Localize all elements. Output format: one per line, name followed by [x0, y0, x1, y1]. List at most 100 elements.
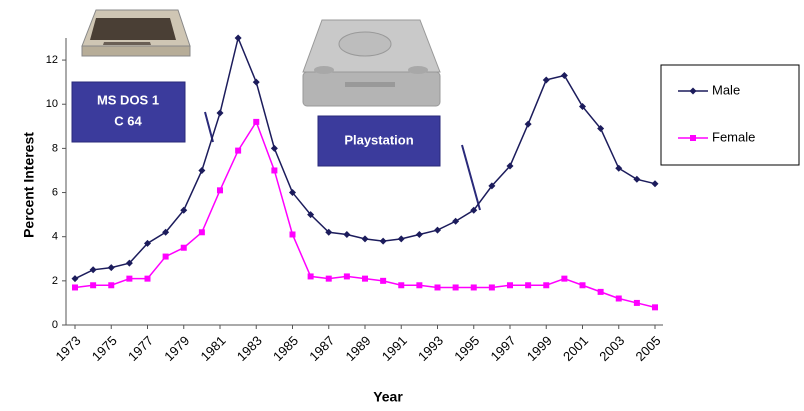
marker — [651, 180, 659, 188]
x-tick-label: 1987 — [306, 333, 337, 364]
x-tick-label: 1979 — [161, 333, 192, 364]
marker — [597, 288, 604, 295]
marker — [217, 187, 223, 194]
marker — [125, 259, 133, 267]
marker — [252, 78, 260, 86]
marker — [416, 282, 423, 289]
y-tick-label: 10 — [46, 98, 58, 110]
x-tick-label: 1999 — [524, 333, 555, 364]
x-tick-label: 1993 — [415, 333, 446, 364]
marker — [415, 230, 423, 238]
x-tick-label: 1995 — [451, 333, 482, 364]
marker — [90, 282, 97, 289]
marker — [362, 275, 368, 282]
y-tick-label: 4 — [52, 231, 58, 243]
marker — [488, 182, 496, 190]
marker — [397, 235, 405, 243]
marker — [597, 125, 605, 133]
marker — [89, 266, 97, 274]
x-tick-label: 1983 — [234, 333, 265, 364]
marker — [162, 253, 169, 260]
marker — [234, 34, 242, 42]
marker — [579, 102, 586, 110]
playstation-image — [302, 19, 441, 107]
y-tick-label: 0 — [52, 319, 58, 331]
x-tick-label: 1991 — [379, 333, 410, 364]
marker — [289, 231, 296, 238]
y-tick-label: 8 — [52, 142, 58, 154]
marker — [289, 189, 296, 197]
marker — [542, 76, 550, 84]
marker — [379, 237, 387, 245]
x-tick-label: 1977 — [125, 333, 156, 364]
annotation-text: MS DOS 1 — [97, 92, 159, 107]
marker — [144, 239, 151, 247]
c64-image — [81, 9, 191, 57]
marker — [560, 72, 568, 80]
marker — [307, 211, 315, 219]
marker — [507, 282, 513, 289]
marker — [633, 175, 641, 183]
marker — [343, 230, 351, 238]
marker — [144, 275, 151, 282]
marker — [452, 284, 459, 291]
marker — [180, 206, 188, 214]
x-tick-label: 1973 — [52, 333, 83, 364]
marker — [452, 217, 460, 225]
marker — [488, 284, 495, 291]
marker — [579, 282, 586, 289]
marker — [506, 162, 514, 170]
marker — [325, 275, 332, 282]
x-tick-label: 1989 — [342, 333, 373, 364]
marker — [162, 228, 170, 236]
legend-label: Male — [712, 82, 740, 97]
legend-label: Female — [712, 129, 755, 144]
marker — [615, 295, 622, 302]
marker — [380, 277, 387, 284]
x-tick-label: 2003 — [596, 333, 627, 364]
marker — [398, 282, 405, 289]
y-tick-label: 2 — [52, 275, 58, 287]
annotation-text: C 64 — [114, 113, 142, 128]
marker — [689, 87, 697, 95]
x-tick-label: 2001 — [560, 333, 591, 364]
annotation-text: Playstation — [344, 132, 413, 147]
x-tick-label: 2005 — [632, 333, 663, 364]
legend-box — [660, 64, 800, 166]
x-tick-label: 1997 — [487, 333, 518, 364]
marker — [524, 120, 532, 128]
marker — [633, 299, 640, 306]
marker — [72, 284, 78, 291]
marker — [71, 275, 79, 283]
marker — [470, 206, 478, 214]
x-tick-label: 1981 — [197, 333, 228, 364]
marker — [107, 264, 115, 272]
annotation-box — [71, 81, 186, 143]
marker — [561, 275, 568, 282]
x-axis-label: Year — [373, 389, 403, 405]
marker — [270, 144, 278, 152]
marker — [271, 167, 278, 174]
marker — [470, 284, 477, 291]
y-axis-label: Percent Interest — [21, 132, 37, 238]
x-tick-label: 1985 — [270, 333, 301, 364]
marker — [525, 282, 532, 289]
marker — [180, 244, 187, 251]
marker — [253, 118, 260, 125]
marker — [543, 282, 550, 289]
marker — [615, 164, 623, 172]
marker — [108, 282, 115, 289]
marker — [652, 304, 658, 311]
marker — [216, 109, 224, 117]
y-tick-label: 6 — [52, 186, 58, 198]
marker — [434, 226, 441, 234]
marker — [198, 166, 206, 174]
marker — [361, 235, 369, 243]
marker — [235, 147, 242, 154]
marker — [126, 275, 133, 282]
x-tick-label: 1975 — [89, 333, 120, 364]
marker — [343, 273, 350, 280]
marker — [307, 273, 314, 280]
annotation-line — [461, 144, 481, 211]
